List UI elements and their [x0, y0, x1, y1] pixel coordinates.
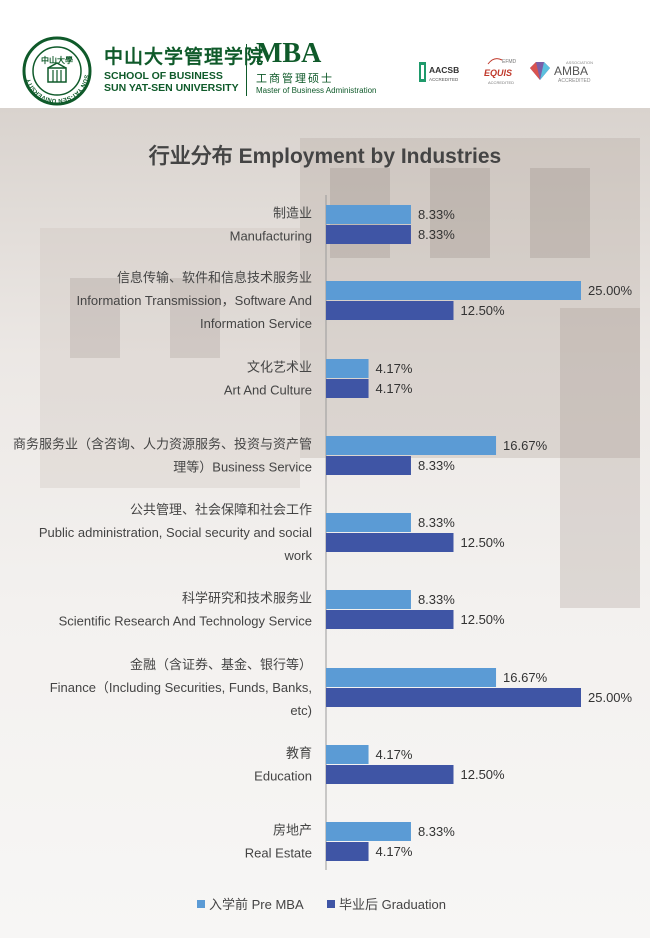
bar-data-label: 12.50%	[461, 612, 506, 627]
bar-graduation	[326, 688, 581, 707]
mba-name-cn: 工商管理硕士	[256, 73, 334, 85]
category-label: 教育	[286, 746, 312, 761]
bar-data-label: 12.50%	[461, 303, 506, 318]
bar-pre-mba	[326, 205, 411, 224]
university-seal-icon: SUN YAT-SEN UNIVERSITY 中山大學	[22, 36, 92, 106]
category-label: Real Estate	[245, 846, 312, 861]
bar-graduation	[326, 610, 454, 629]
svg-text:AMBA: AMBA	[554, 64, 588, 78]
bar-data-label: 8.33%	[418, 515, 455, 530]
category-label: Information Service	[200, 316, 312, 331]
bar-data-label: 25.00%	[588, 283, 633, 298]
category-label: Public administration, Social security a…	[39, 525, 312, 540]
bar-pre-mba	[326, 436, 497, 455]
bar-data-label: 4.17%	[376, 381, 413, 396]
legend-swatch	[197, 900, 205, 908]
category-label: 制造业	[273, 206, 312, 221]
svg-text:ACCREDITED: ACCREDITED	[488, 80, 514, 85]
aacsb-logo-icon: AACSB ACCREDITED	[419, 62, 459, 82]
svg-text:ACCREDITED: ACCREDITED	[558, 78, 591, 84]
amba-logo-icon: ASSOCIATION AMBA ACCREDITED	[530, 60, 593, 84]
bar-data-label: 4.17%	[376, 844, 413, 859]
category-label: etc)	[290, 703, 312, 718]
bar-data-label: 8.33%	[418, 592, 455, 607]
category-label: 科学研究和技术服务业	[182, 591, 312, 606]
legend-label: 入学前 Pre MBA	[209, 897, 304, 912]
svg-text:ASSOCIATION: ASSOCIATION	[566, 60, 593, 65]
bar-pre-mba	[326, 668, 497, 687]
category-label: 金融（含证券、基金、银行等）	[130, 657, 312, 672]
bar-graduation	[326, 225, 411, 244]
bar-pre-mba	[326, 822, 411, 841]
school-name-cn: 中山大学管理学院	[104, 47, 265, 68]
category-label: Education	[254, 769, 312, 784]
svg-text:EFMD: EFMD	[502, 59, 517, 65]
category-label: 公共管理、社会保障和社会工作	[130, 502, 312, 517]
category-label: Scientific Research And Technology Servi…	[59, 614, 312, 629]
category-label: Art And Culture	[224, 383, 312, 398]
category-label: Manufacturing	[230, 229, 312, 244]
bar-graduation	[326, 379, 369, 398]
mba-name-en: Master of Business Administration	[256, 86, 377, 95]
legend-swatch	[327, 900, 335, 908]
category-label: 信息传输、软件和信息技术服务业	[117, 270, 312, 285]
bar-data-label: 8.33%	[418, 458, 455, 473]
category-label: 理等）Business Service	[173, 460, 312, 475]
school-name-en-line2: SUN YAT-SEN UNIVERSITY	[104, 82, 239, 94]
svg-text:AACSB: AACSB	[429, 65, 459, 75]
chart-title: 行业分布 Employment by Industries	[148, 145, 502, 168]
svg-text:EQUIS: EQUIS	[484, 68, 512, 78]
mba-logo-text: MBA	[256, 38, 322, 69]
chart-panel-background	[0, 108, 650, 938]
header: SUN YAT-SEN UNIVERSITY 中山大學 中山大学管理学院 SCH…	[0, 0, 650, 108]
bar-data-label: 4.17%	[376, 361, 413, 376]
category-label: 商务服务业（含咨询、人力资源服务、投资与资产管	[13, 437, 312, 452]
bar-data-label: 8.33%	[418, 207, 455, 222]
bar-graduation	[326, 301, 454, 320]
category-label: Information Transmission，Software And	[76, 293, 312, 308]
legend-label: 毕业后 Graduation	[339, 897, 446, 912]
bar-pre-mba	[326, 590, 411, 609]
bar-data-label: 12.50%	[461, 535, 506, 550]
header-divider	[246, 44, 247, 96]
bar-data-label: 16.67%	[503, 670, 548, 685]
bar-data-label: 12.50%	[461, 767, 506, 782]
bar-graduation	[326, 765, 454, 784]
svg-text:中山大學: 中山大學	[41, 55, 73, 65]
category-label: 文化艺术业	[247, 360, 312, 375]
bar-data-label: 25.00%	[588, 690, 633, 705]
bar-graduation	[326, 456, 411, 475]
bar-pre-mba	[326, 359, 369, 378]
category-label: 房地产	[273, 823, 312, 838]
school-name-en: SCHOOL OF BUSINESS SUN YAT-SEN UNIVERSIT…	[104, 70, 239, 94]
bar-data-label: 8.33%	[418, 824, 455, 839]
bar-pre-mba	[326, 281, 581, 300]
school-name-en-line1: SCHOOL OF BUSINESS	[104, 70, 223, 82]
category-label: Finance（Including Securities, Funds, Ban…	[50, 680, 312, 695]
bar-graduation	[326, 842, 369, 861]
bar-pre-mba	[326, 513, 411, 532]
svg-text:ACCREDITED: ACCREDITED	[429, 77, 459, 82]
category-label: work	[284, 548, 313, 563]
bar-graduation	[326, 533, 454, 552]
bar-data-label: 4.17%	[376, 747, 413, 762]
equis-logo-icon: EFMD EQUIS ACCREDITED	[484, 58, 517, 85]
bar-data-label: 8.33%	[418, 227, 455, 242]
bar-data-label: 16.67%	[503, 438, 548, 453]
bar-pre-mba	[326, 745, 369, 764]
